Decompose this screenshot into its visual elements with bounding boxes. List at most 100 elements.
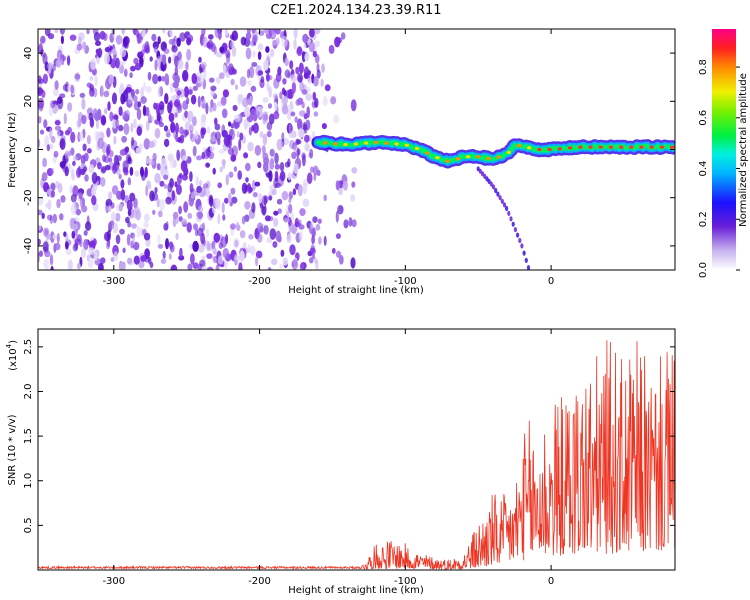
noise-speck xyxy=(237,170,242,180)
noise-speck xyxy=(120,179,125,189)
noise-speck xyxy=(314,97,319,108)
noise-speck xyxy=(269,158,275,170)
noise-speck xyxy=(60,195,66,203)
noise-speck xyxy=(106,127,111,138)
noise-speck xyxy=(147,71,152,81)
noise-speck xyxy=(200,232,206,245)
noise-speck xyxy=(175,122,179,135)
snr-multiplier-base: (x10 xyxy=(8,348,19,371)
noise-speck xyxy=(165,196,172,205)
signal-hotspot xyxy=(547,147,552,152)
noise-speck xyxy=(320,78,324,87)
noise-speck xyxy=(105,198,113,207)
noise-speck xyxy=(228,121,232,127)
noise-speck xyxy=(200,99,207,110)
noise-speck xyxy=(107,101,111,112)
noise-speck xyxy=(342,180,348,191)
noise-speck xyxy=(88,247,95,256)
noise-speck xyxy=(330,96,337,105)
noise-speck xyxy=(90,58,97,71)
noise-speck xyxy=(217,213,221,225)
noise-speck xyxy=(186,48,192,61)
noise-speck xyxy=(129,166,134,176)
noise-speck xyxy=(251,62,258,67)
branch-speck xyxy=(500,198,504,204)
noise-speck xyxy=(140,255,147,262)
noise-speck xyxy=(91,172,98,184)
noise-speck xyxy=(199,179,203,187)
noise-speck xyxy=(107,191,113,200)
noise-speck xyxy=(59,138,66,150)
noise-speck xyxy=(256,222,263,233)
noise-speck xyxy=(230,40,235,49)
noise-speck xyxy=(140,96,147,104)
spectrogram-x-ticks: -300 -200 -100 0 xyxy=(102,29,554,287)
noise-speck xyxy=(59,161,66,168)
noise-speck xyxy=(262,97,269,103)
noise-speck xyxy=(173,35,177,42)
noise-speck xyxy=(238,138,242,151)
noise-speck xyxy=(103,52,110,65)
noise-speck xyxy=(236,131,240,138)
noise-speck xyxy=(43,119,48,129)
noise-speck xyxy=(186,37,192,46)
noise-speck xyxy=(295,138,300,146)
noise-speck xyxy=(209,105,213,113)
noise-speck xyxy=(171,95,176,102)
noise-speck xyxy=(214,29,221,38)
noise-speck xyxy=(84,174,89,182)
noise-speck xyxy=(263,196,268,206)
noise-speck xyxy=(111,185,119,195)
noise-speck xyxy=(227,63,234,75)
noise-speck xyxy=(81,98,86,110)
noise-speck xyxy=(276,198,283,205)
noise-speck xyxy=(289,60,294,70)
figure-title: C2E1.2024.134.23.39.R11 xyxy=(270,3,441,18)
noise-speck xyxy=(168,56,172,64)
noise-speck xyxy=(282,257,288,266)
noise-speck xyxy=(106,241,110,250)
noise-speck xyxy=(184,110,189,119)
noise-speck xyxy=(309,257,314,264)
noise-speck xyxy=(303,84,307,91)
noise-speck xyxy=(206,253,213,259)
noise-speck xyxy=(92,108,98,120)
noise-speck xyxy=(312,50,317,58)
noise-speck xyxy=(267,267,272,270)
noise-speck xyxy=(165,238,169,250)
noise-speck xyxy=(80,248,87,259)
noise-speck xyxy=(107,205,112,212)
signal-hotspot xyxy=(608,145,614,149)
noise-speck xyxy=(104,107,108,115)
noise-speck xyxy=(272,93,278,100)
noise-speck xyxy=(260,76,265,83)
noise-speck xyxy=(270,48,275,58)
noise-speck xyxy=(214,117,218,126)
noise-speck xyxy=(145,120,150,131)
branch-speck xyxy=(491,184,496,190)
signal-hotspot xyxy=(414,146,420,151)
noise-speck xyxy=(83,230,88,236)
noise-speck xyxy=(157,234,161,245)
noise-speck xyxy=(295,66,300,75)
noise-speck xyxy=(188,89,193,95)
noise-speck xyxy=(273,177,279,189)
noise-speck xyxy=(279,170,286,182)
noise-speck xyxy=(170,264,178,270)
noise-speck xyxy=(38,250,44,257)
noise-speck xyxy=(50,100,56,109)
spectrogram-y-ticks: -40 -20 0 20 40 xyxy=(23,47,675,254)
noise-speck xyxy=(187,110,194,122)
noise-speck xyxy=(167,153,174,162)
noise-speck xyxy=(172,159,177,168)
noise-speck xyxy=(225,233,229,245)
noise-speck xyxy=(191,73,198,85)
noise-speck xyxy=(155,102,160,115)
noise-speck xyxy=(78,189,83,200)
noise-speck xyxy=(183,86,190,98)
noise-speck xyxy=(201,151,206,160)
noise-speck xyxy=(299,110,306,117)
noise-speck xyxy=(42,241,49,252)
noise-speck xyxy=(297,184,303,197)
snr-multiplier-close: ) xyxy=(8,340,19,344)
